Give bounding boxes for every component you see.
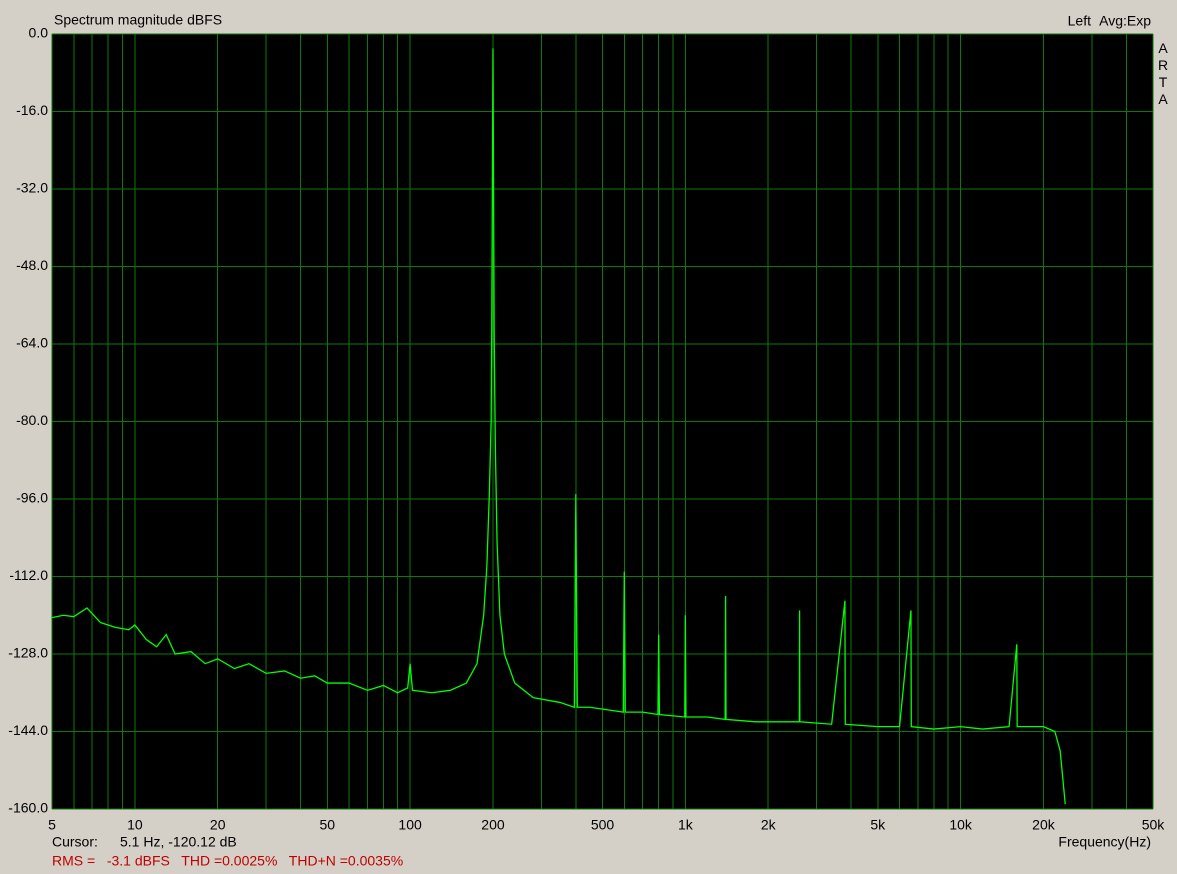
x-tick-label: 1k [678, 817, 694, 833]
y-tick-label: -16.0 [16, 102, 48, 118]
x-tick-label: 50k [1142, 817, 1166, 833]
spectrum-line [51, 48, 1066, 805]
y-tick-label: -64.0 [16, 335, 48, 351]
x-tick-label: 500 [591, 817, 615, 833]
x-tick-label: 10k [949, 817, 973, 833]
y-tick-label: -32.0 [16, 180, 48, 196]
x-tick-label: 100 [398, 817, 422, 833]
y-tick-label: 0.0 [29, 25, 49, 41]
x-axis-label: Frequency(Hz) [1058, 834, 1151, 850]
channel-label: Left [1068, 13, 1091, 29]
y-tick-label: -144.0 [8, 722, 48, 738]
x-tick-label: 5k [870, 817, 886, 833]
averaging-label: Avg:Exp [1099, 13, 1151, 29]
y-tick-label: -128.0 [8, 645, 48, 661]
x-tick-label: 5 [48, 817, 56, 833]
measurements: RMS = -3.1 dBFS THD =0.0025% THD+N =0.00… [52, 853, 403, 869]
y-tick-label: -160.0 [8, 800, 48, 816]
cursor-value: 5.1 Hz, -120.12 dB [120, 834, 237, 850]
x-tick-label: 2k [761, 817, 777, 833]
x-tick-label: 200 [481, 817, 505, 833]
brand-label: ARTA [1155, 40, 1171, 108]
y-tick-label: -112.0 [9, 567, 48, 583]
x-tick-label: 50 [319, 817, 335, 833]
x-tick-label: 20 [210, 817, 226, 833]
cursor-label: Cursor: [52, 834, 98, 850]
chart-title: Spectrum magnitude dBFS [54, 12, 222, 28]
y-tick-label: -96.0 [16, 490, 48, 506]
y-tick-label: -48.0 [16, 257, 48, 273]
x-tick-label: 20k [1032, 817, 1056, 833]
x-tick-label: 10 [127, 817, 143, 833]
y-tick-label: -80.0 [16, 412, 48, 428]
